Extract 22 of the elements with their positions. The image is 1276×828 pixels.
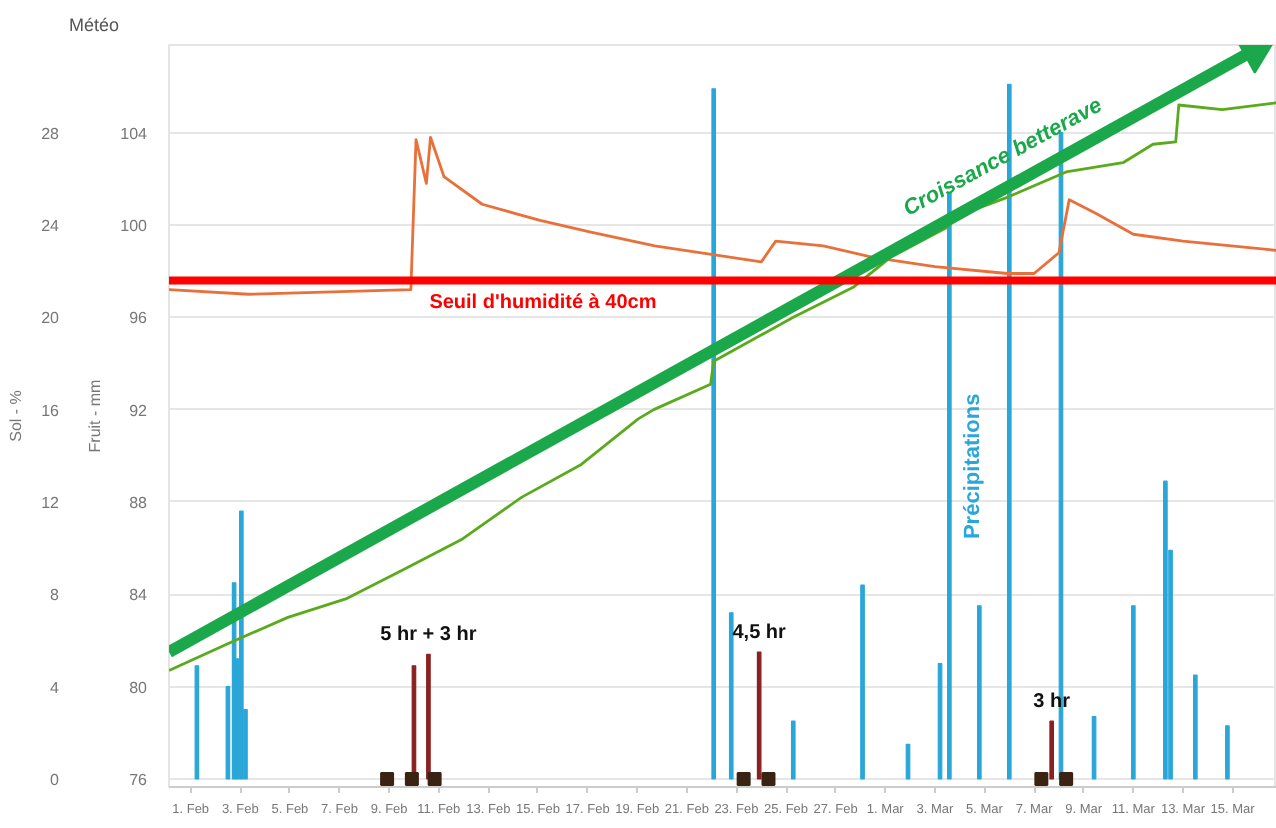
y-tick-label: 20 <box>41 309 61 328</box>
y2-tick-label: 104 <box>120 124 149 143</box>
ref-line-label: Seuil d'humidité à 40cm <box>429 292 657 315</box>
y2-tick-label: 96 <box>129 309 149 328</box>
y-tick-label: 24 <box>41 217 61 236</box>
y2-axis-title: Fruit - mm <box>86 378 105 453</box>
y2-tick-label: 100 <box>120 217 149 236</box>
y2-tick-label: 84 <box>129 586 149 605</box>
y-tick-label: 12 <box>41 493 61 512</box>
y2-tick-label: 80 <box>129 678 149 697</box>
y-tick-label: 4 <box>50 678 61 697</box>
y-tick-label: 8 <box>50 586 61 605</box>
y-axis-title: Sol - % <box>7 390 26 442</box>
y2-tick-label: 76 <box>129 770 149 789</box>
y2-tick-label: 92 <box>129 401 149 420</box>
annotation: 5 hr + 3 hr <box>380 624 477 647</box>
y-tick-label: 0 <box>50 770 61 789</box>
y-tick-label: 28 <box>41 124 61 143</box>
y2-tick-label: 88 <box>129 493 149 512</box>
chart-title: Météo <box>69 15 120 35</box>
text: Précipitations <box>961 393 986 540</box>
y-tick-label: 16 <box>41 401 61 420</box>
